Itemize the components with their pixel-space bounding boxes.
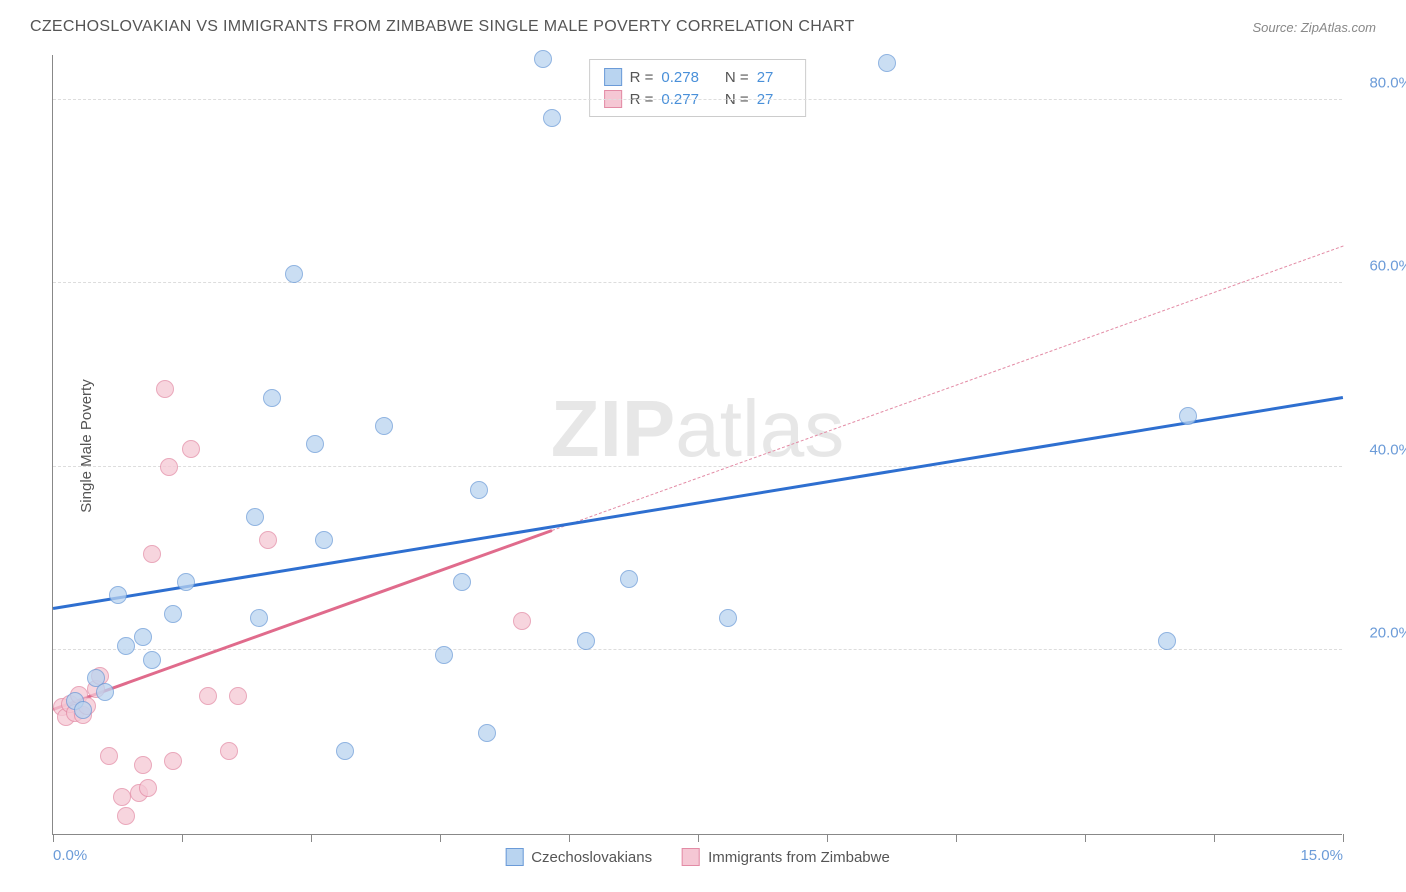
data-point-a	[143, 651, 161, 669]
x-tick	[698, 834, 699, 842]
data-point-a	[470, 481, 488, 499]
data-point-b	[113, 788, 131, 806]
data-point-b	[220, 742, 238, 760]
x-tick	[311, 834, 312, 842]
gridline	[53, 649, 1342, 650]
data-point-a	[315, 531, 333, 549]
data-point-a	[543, 109, 561, 127]
data-point-a	[577, 632, 595, 650]
data-point-b	[143, 545, 161, 563]
x-tick	[1214, 834, 1215, 842]
x-tick-label: 15.0%	[1300, 847, 1343, 864]
gridline	[53, 282, 1342, 283]
y-tick-label: 20.0%	[1369, 625, 1406, 642]
swatch-a2	[505, 848, 523, 866]
data-point-a	[74, 701, 92, 719]
data-point-a	[117, 637, 135, 655]
data-point-a	[719, 609, 737, 627]
data-point-a	[263, 389, 281, 407]
data-point-a	[435, 646, 453, 664]
y-tick-label: 60.0%	[1369, 258, 1406, 275]
data-point-a	[134, 628, 152, 646]
x-tick	[569, 834, 570, 842]
data-point-a	[164, 605, 182, 623]
data-point-b	[199, 687, 217, 705]
data-point-a	[878, 54, 896, 72]
data-point-b	[182, 440, 200, 458]
data-point-a	[246, 508, 264, 526]
data-point-a	[306, 435, 324, 453]
data-point-a	[534, 50, 552, 68]
swatch-b2	[682, 848, 700, 866]
legend-series: Czechoslovakians Immigrants from Zimbabw…	[505, 848, 890, 866]
x-tick	[440, 834, 441, 842]
data-point-b	[156, 380, 174, 398]
legend-correlation: R = 0.278 N = 27 R = 0.277 N = 27	[589, 59, 807, 117]
data-point-a	[1158, 632, 1176, 650]
data-point-b	[229, 687, 247, 705]
x-tick-label: 0.0%	[53, 847, 87, 864]
data-point-a	[375, 417, 393, 435]
legend-item-b: Immigrants from Zimbabwe	[682, 848, 890, 866]
data-point-a	[250, 609, 268, 627]
data-point-b	[100, 747, 118, 765]
data-point-b	[134, 756, 152, 774]
x-tick	[1343, 834, 1344, 842]
data-point-a	[336, 742, 354, 760]
data-point-b	[164, 752, 182, 770]
data-point-b	[513, 612, 531, 630]
y-tick-label: 80.0%	[1369, 74, 1406, 91]
data-point-a	[285, 265, 303, 283]
data-point-a	[177, 573, 195, 591]
y-tick-label: 40.0%	[1369, 441, 1406, 458]
trend-line	[53, 529, 553, 710]
data-point-a	[1179, 407, 1197, 425]
chart-title: CZECHOSLOVAKIAN VS IMMIGRANTS FROM ZIMBA…	[30, 18, 855, 36]
x-tick	[1085, 834, 1086, 842]
x-tick	[53, 834, 54, 842]
x-tick	[956, 834, 957, 842]
legend-item-a: Czechoslovakians	[505, 848, 652, 866]
watermark: ZIPatlas	[551, 383, 844, 475]
data-point-a	[478, 724, 496, 742]
data-point-a	[453, 573, 471, 591]
x-tick	[827, 834, 828, 842]
data-point-b	[117, 807, 135, 825]
data-point-a	[620, 570, 638, 588]
source-credit: Source: ZipAtlas.com	[1252, 20, 1376, 35]
data-point-b	[160, 458, 178, 476]
legend-row-a: R = 0.278 N = 27	[604, 66, 792, 88]
trend-line-dashed	[552, 246, 1344, 531]
gridline	[53, 466, 1342, 467]
swatch-a	[604, 68, 622, 86]
x-tick	[182, 834, 183, 842]
data-point-a	[109, 586, 127, 604]
data-point-a	[96, 683, 114, 701]
data-point-b	[259, 531, 277, 549]
trend-line	[53, 396, 1343, 610]
gridline	[53, 99, 1342, 100]
plot-area: ZIPatlas R = 0.278 N = 27 R = 0.277 N = …	[52, 55, 1342, 835]
data-point-b	[139, 779, 157, 797]
